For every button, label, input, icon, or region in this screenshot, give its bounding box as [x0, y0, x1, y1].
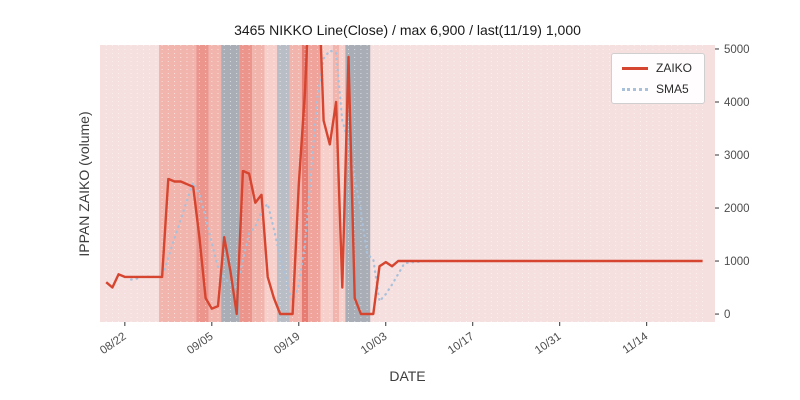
svg-text:10/31: 10/31	[533, 331, 563, 357]
svg-text:0: 0	[724, 309, 730, 321]
legend-item-sma5: SMA5	[621, 82, 692, 96]
legend-label-zaiko: ZAIKO	[655, 61, 692, 75]
chart-title: 3465 NIKKO Line(Close) / max 6,900 / las…	[234, 22, 581, 38]
svg-text:10/03: 10/03	[359, 331, 389, 357]
legend-item-zaiko: ZAIKO	[621, 61, 692, 75]
svg-text:2000: 2000	[724, 203, 750, 215]
svg-text:4000: 4000	[724, 97, 750, 109]
svg-text:11/14: 11/14	[621, 330, 651, 356]
y-axis-label: IPPAN ZAIKO (volume)	[76, 111, 92, 257]
svg-text:10/17: 10/17	[446, 331, 476, 357]
svg-text:09/19: 09/19	[272, 331, 302, 357]
zaiko-line-swatch-icon	[621, 66, 648, 70]
svg-text:1000: 1000	[724, 256, 750, 268]
legend: ZAIKO SMA5	[610, 53, 705, 104]
x-axis-label: DATE	[389, 368, 426, 384]
svg-text:3000: 3000	[724, 150, 750, 162]
svg-text:08/22: 08/22	[98, 331, 128, 357]
svg-text:09/05: 09/05	[185, 331, 215, 357]
svg-text:5000: 5000	[724, 44, 750, 56]
sma5-line-swatch-icon	[621, 87, 648, 91]
legend-label-sma5: SMA5	[655, 82, 689, 96]
